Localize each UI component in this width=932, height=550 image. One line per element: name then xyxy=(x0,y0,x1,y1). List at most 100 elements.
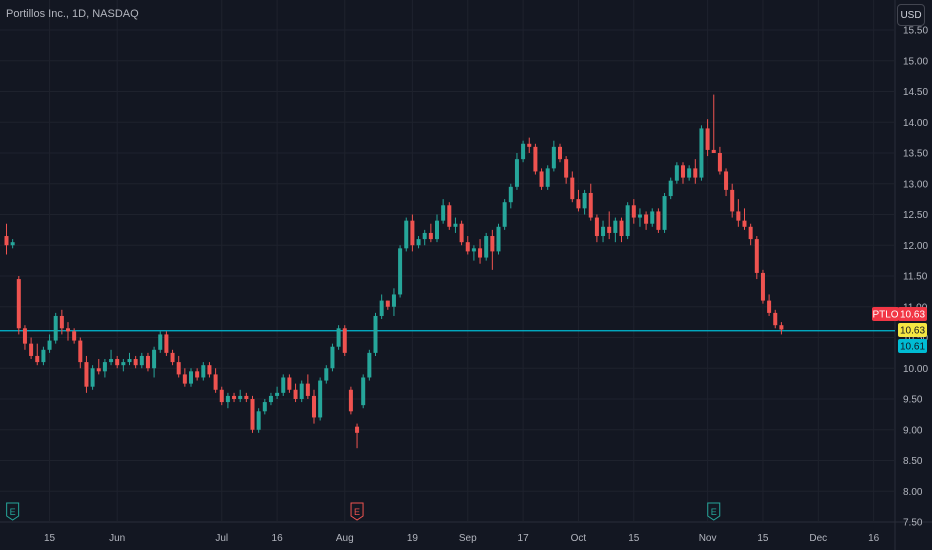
candle xyxy=(355,423,360,449)
candle-body xyxy=(613,220,618,233)
x-tick-label: 15 xyxy=(628,533,640,544)
candle xyxy=(379,294,384,320)
candle-body xyxy=(416,239,421,246)
candle-body xyxy=(293,389,298,399)
candle-body xyxy=(262,402,267,412)
candle xyxy=(348,386,353,415)
y-tick-label: 9.50 xyxy=(903,395,923,406)
candle-body xyxy=(693,168,698,178)
candle-body xyxy=(644,214,649,224)
candle xyxy=(96,359,101,375)
candle-body xyxy=(244,395,249,399)
y-tick-label: 12.00 xyxy=(903,241,928,252)
candle-body xyxy=(139,355,144,366)
candle xyxy=(404,217,409,252)
earnings-event-marker[interactable]: E xyxy=(6,502,20,521)
y-tick-label: 13.00 xyxy=(903,179,928,190)
chart-title: Portillos Inc., 1D, NASDAQ xyxy=(6,8,139,20)
candle xyxy=(312,389,316,424)
candle-body xyxy=(730,189,735,212)
candle xyxy=(207,362,212,378)
candle-body xyxy=(158,334,163,350)
candle xyxy=(35,343,40,366)
candle xyxy=(582,189,587,215)
candle xyxy=(41,346,46,366)
candle xyxy=(428,223,433,243)
candle xyxy=(767,294,772,316)
candle xyxy=(139,352,144,369)
candle-body xyxy=(299,383,304,399)
candle-body xyxy=(355,426,360,433)
candle xyxy=(78,337,83,369)
candle xyxy=(453,217,458,233)
candle xyxy=(29,337,34,360)
candle xyxy=(539,168,544,190)
candle-body xyxy=(767,300,772,313)
earnings-event-marker[interactable]: E xyxy=(707,502,721,521)
candle xyxy=(115,355,120,369)
candle-body xyxy=(564,159,569,178)
candle-body xyxy=(435,220,439,240)
candle-body xyxy=(478,248,483,258)
candle-body xyxy=(127,359,132,363)
candle xyxy=(662,192,667,233)
candle-body xyxy=(662,196,667,230)
candle-body xyxy=(189,371,193,384)
candle-body xyxy=(145,355,150,369)
candle xyxy=(391,288,396,316)
candle xyxy=(158,331,163,353)
y-tick-label: 13.50 xyxy=(903,149,928,160)
candle xyxy=(256,408,261,433)
candle-body xyxy=(705,128,710,150)
candle xyxy=(564,156,569,184)
candle-body xyxy=(391,294,396,307)
candle xyxy=(361,374,366,409)
candle xyxy=(66,322,70,341)
candle-body xyxy=(681,165,685,178)
candle-body xyxy=(152,349,157,369)
currency-button[interactable]: USD xyxy=(897,4,925,26)
candle xyxy=(625,202,630,240)
x-axis[interactable]: 15 Jun Jul 16 Aug 19 Sep 17 Oct 15 Nov 15 Dec 16 xyxy=(44,533,880,544)
candle-body xyxy=(22,328,27,344)
candle xyxy=(10,239,15,249)
candle xyxy=(594,214,599,243)
candle-body xyxy=(59,315,64,329)
candle xyxy=(342,325,347,356)
candle xyxy=(385,300,390,310)
candle-body xyxy=(502,202,507,227)
candle xyxy=(275,386,280,399)
candle-body xyxy=(576,199,581,209)
candle-body xyxy=(78,340,83,363)
x-tick-label: Jun xyxy=(109,533,125,544)
candle xyxy=(533,143,538,175)
x-tick-label: Aug xyxy=(336,533,354,544)
candle-body xyxy=(219,389,224,403)
y-axis[interactable]: 7.508.008.509.009.5010.0010.5011.0011.50… xyxy=(903,26,928,529)
candle xyxy=(373,312,378,356)
candle-body xyxy=(521,143,526,160)
price-tag-box xyxy=(898,307,927,321)
candle xyxy=(736,199,741,227)
candle-body xyxy=(312,395,316,418)
earnings-event-marker[interactable]: E xyxy=(350,502,364,521)
candle-body xyxy=(195,371,200,378)
candle-body xyxy=(182,374,187,384)
candle-body xyxy=(72,331,77,341)
candle xyxy=(305,374,310,399)
candle-body xyxy=(619,220,624,237)
y-tick-label: 15.50 xyxy=(903,26,928,37)
candle xyxy=(631,199,636,224)
candle xyxy=(336,325,341,350)
candle-body xyxy=(250,399,255,430)
candle-body xyxy=(453,223,458,227)
candle-body xyxy=(465,242,470,252)
candle-body xyxy=(471,248,476,252)
candle-body xyxy=(773,312,778,326)
candle-body xyxy=(225,395,230,403)
candle xyxy=(687,165,692,181)
candle xyxy=(705,119,710,157)
